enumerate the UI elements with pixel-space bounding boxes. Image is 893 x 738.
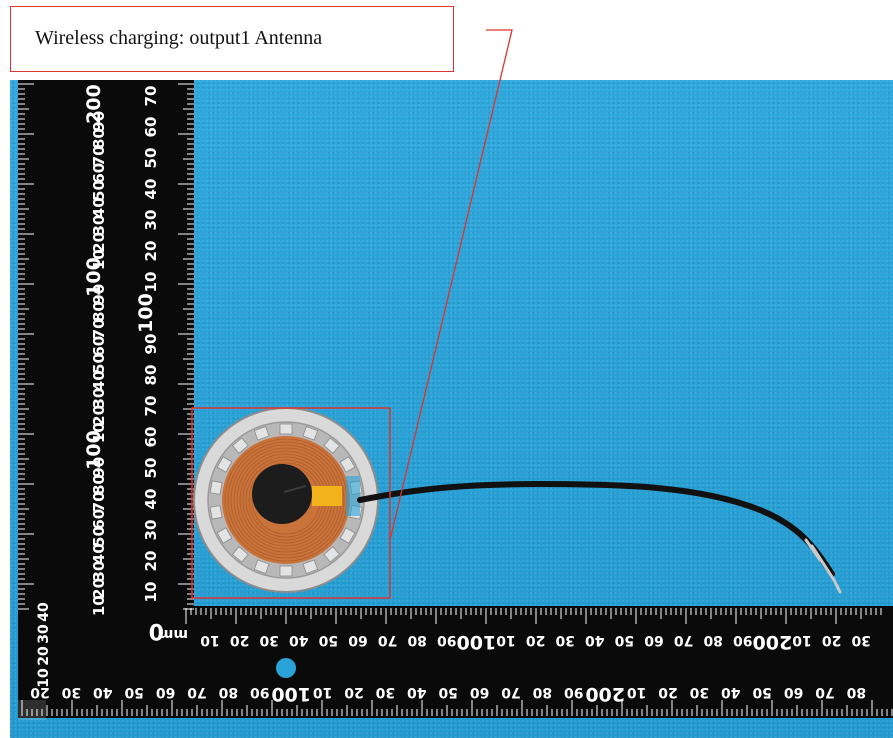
callout-label: Wireless charging: output1 Antenna [35, 27, 323, 49]
callout-label-box: Wireless charging: output1 Antenna [10, 6, 454, 72]
photo [10, 80, 893, 738]
